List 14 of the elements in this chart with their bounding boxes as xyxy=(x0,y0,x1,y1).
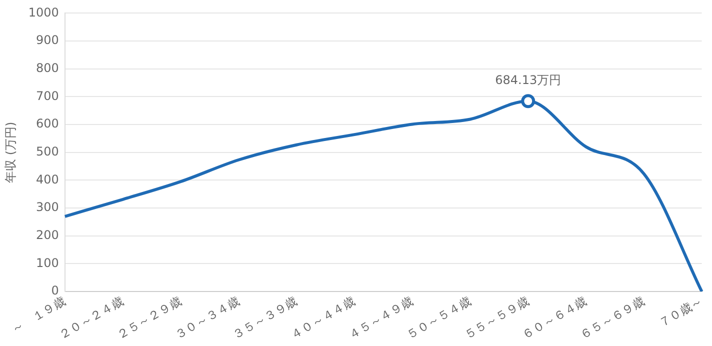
y-axis-title: 年収 (万円) xyxy=(3,122,18,183)
y-tick-label: 700 xyxy=(36,88,59,103)
x-tick-label: ７０歳～ xyxy=(656,294,705,330)
annotation: 684.13万円 xyxy=(495,73,562,88)
y-tick-label: 500 xyxy=(36,144,59,158)
y-tick-label: 400 xyxy=(36,172,59,186)
y-tick-label: 600 xyxy=(36,116,59,131)
y-tick-label: 0 xyxy=(51,284,59,298)
y-tick-label: 1000 xyxy=(28,5,59,20)
y-tick-label: 300 xyxy=(36,200,59,214)
y-tick-label: 200 xyxy=(36,228,59,242)
y-tick-label: 800 xyxy=(36,60,59,75)
y-tick-label: 900 xyxy=(36,33,59,48)
y-tick-label: 100 xyxy=(36,256,59,270)
